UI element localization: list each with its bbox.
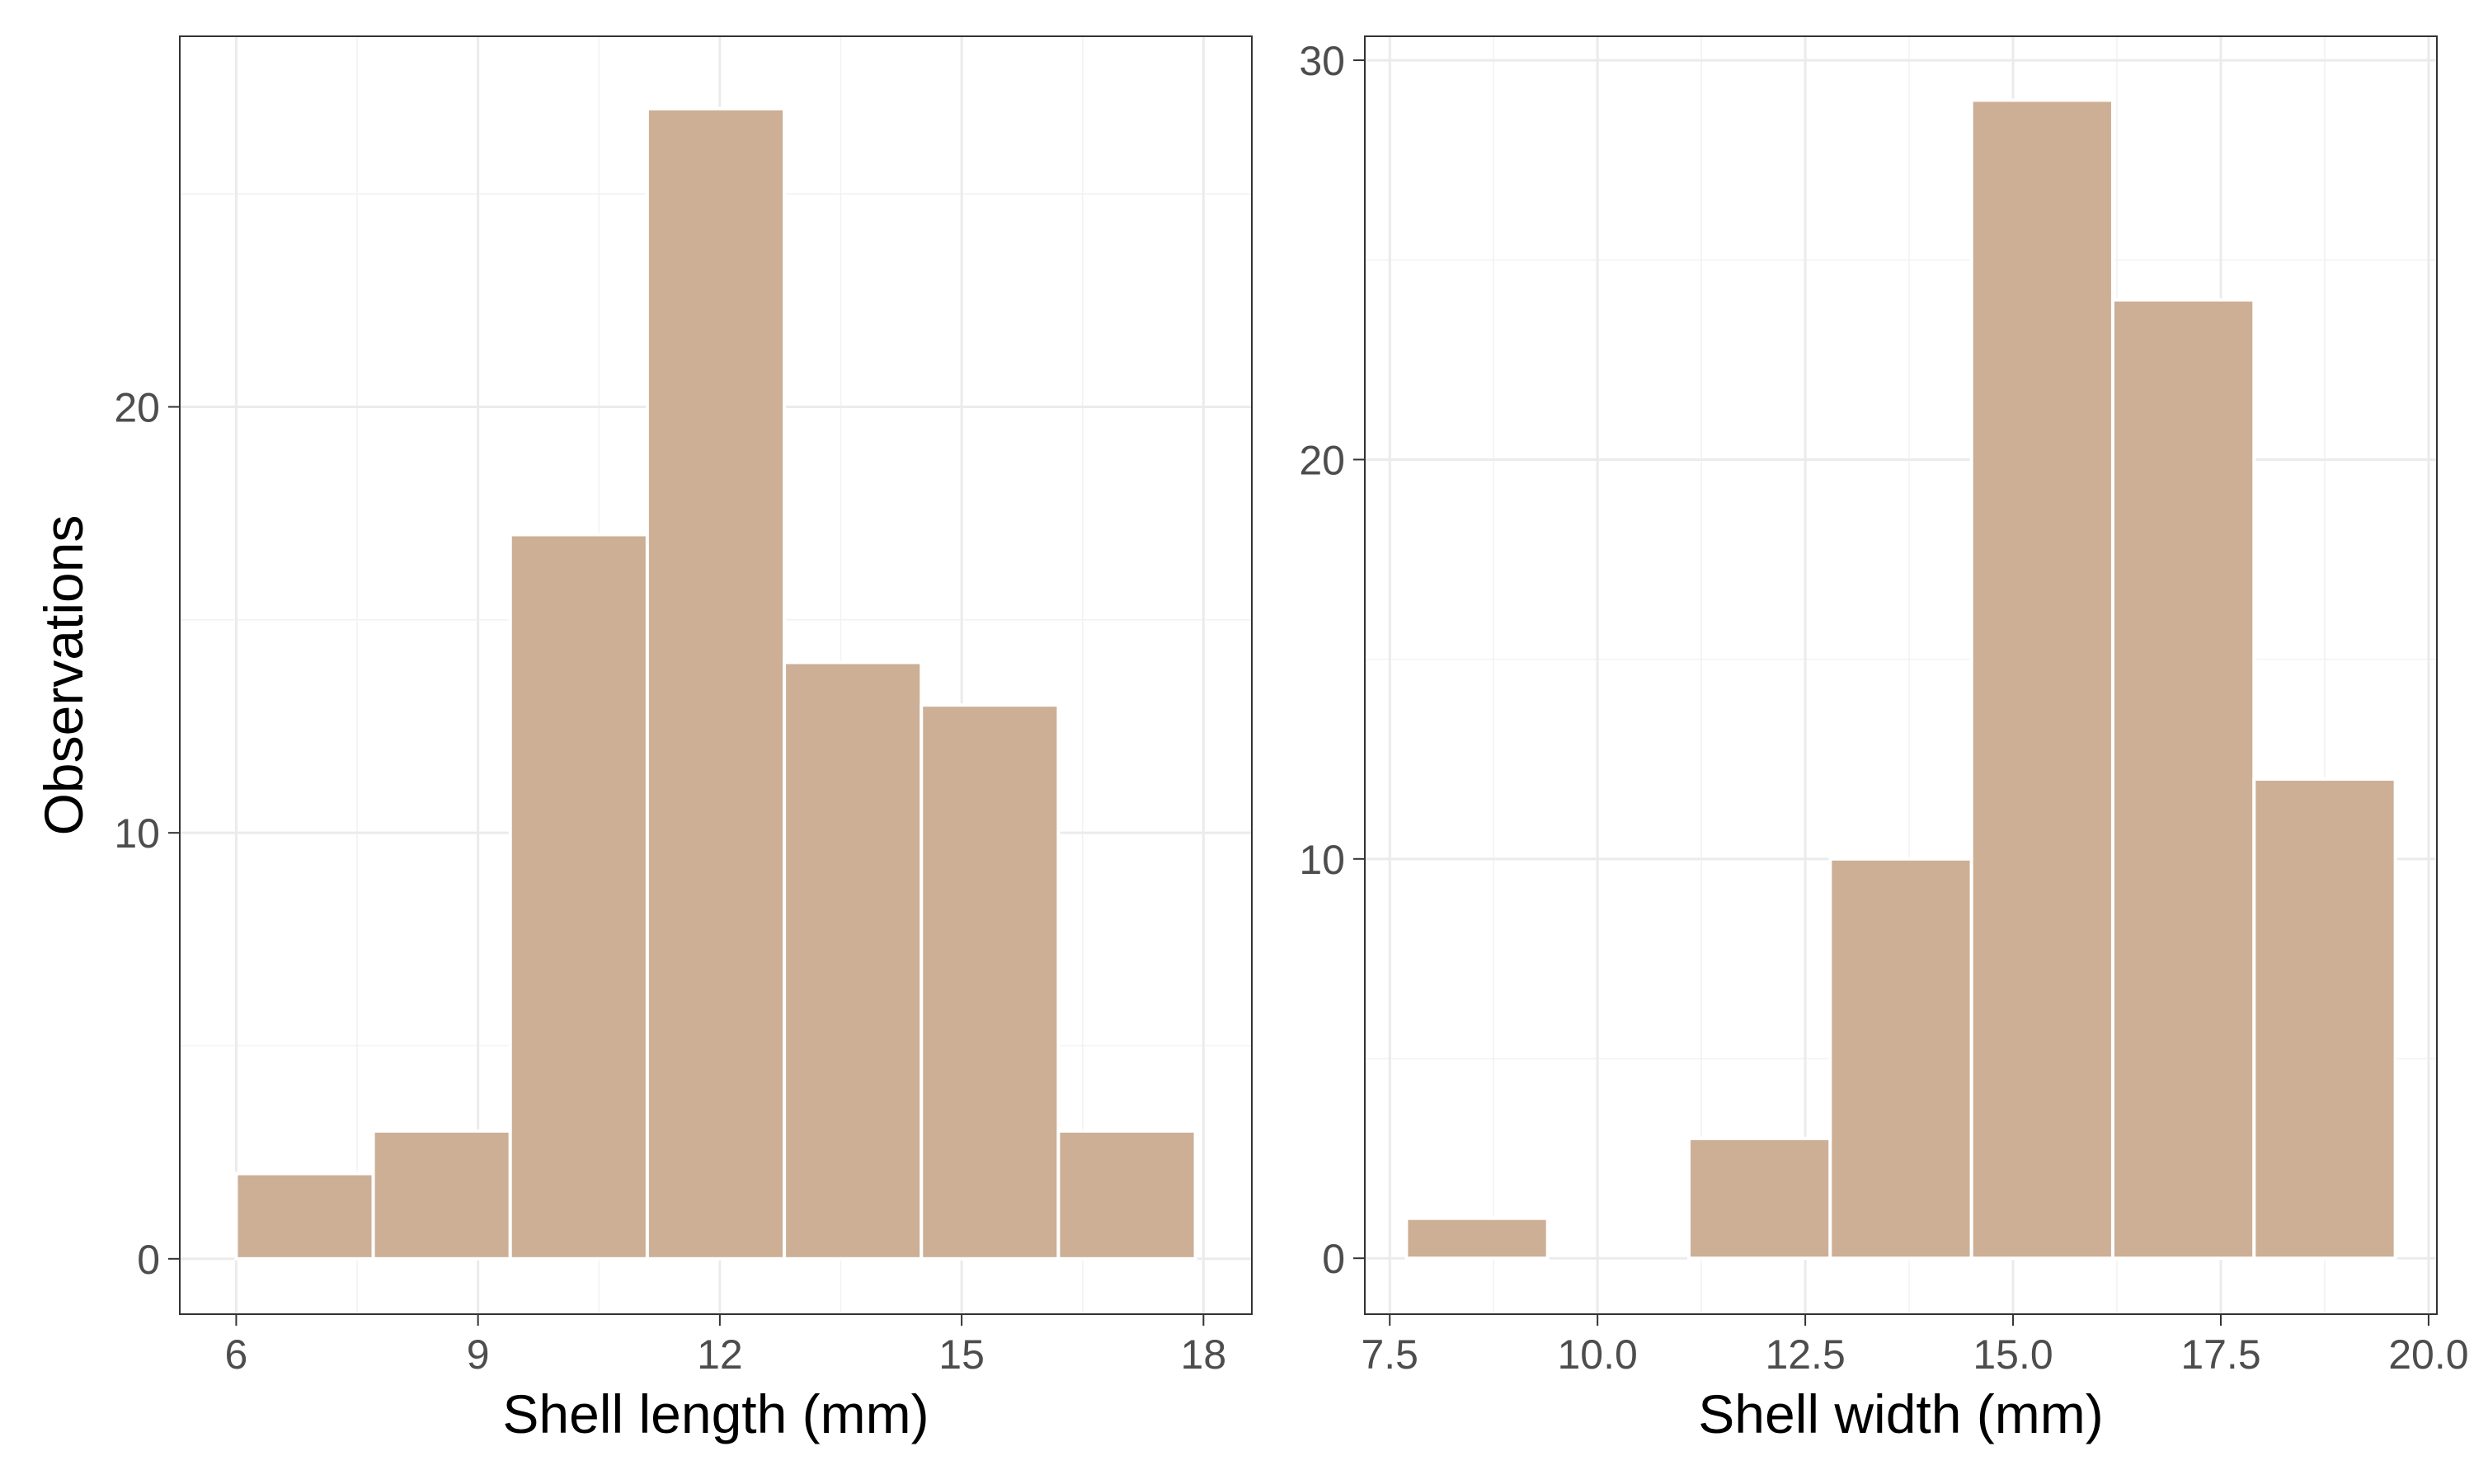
shell-length-x-tick-label: 9 bbox=[467, 1331, 490, 1378]
shell-width-y-tick-label: 10 bbox=[1299, 837, 1345, 883]
shell-length-bar-2 bbox=[371, 1129, 512, 1261]
shell-length-bar-4 bbox=[645, 106, 787, 1261]
shell-width-x-tick-label: 17.5 bbox=[2180, 1331, 2260, 1378]
shell-width-bars bbox=[1404, 98, 2397, 1261]
shell-length-y-tick-label: 10 bbox=[114, 810, 160, 857]
shell-length-ticks: 6 9 12 15 18 0 10 20 bbox=[114, 385, 1226, 1378]
shell-length-bars bbox=[234, 106, 1197, 1261]
shell-width-x-tick-label: 20.0 bbox=[2388, 1331, 2468, 1378]
shell-width-y-tick-label: 20 bbox=[1299, 437, 1345, 483]
shell-width-bar-6 bbox=[2110, 298, 2256, 1261]
shell-length-panel-border bbox=[179, 35, 1253, 1315]
shell-length-bar-3 bbox=[508, 533, 649, 1261]
shell-width-panel-border bbox=[1364, 35, 2438, 1315]
shell-width-bar-1 bbox=[1404, 1216, 1550, 1261]
shell-width-x-tick-label: 12.5 bbox=[1765, 1331, 1845, 1378]
shell-length-bar-5 bbox=[783, 660, 924, 1261]
shell-length-bar-7 bbox=[1056, 1129, 1197, 1261]
shell-length-x-tick-label: 15 bbox=[938, 1331, 985, 1378]
shell-width-panel: 7.5 10.0 12.5 15.0 17.5 20.0 0 10 20 30 Shell wid… bbox=[1299, 35, 2469, 1444]
shell-length-y-tick-label: 0 bbox=[137, 1237, 160, 1283]
shell-length-bar-1 bbox=[234, 1172, 375, 1261]
shell-length-x-tick-label: 6 bbox=[225, 1331, 248, 1378]
shell-width-x-tick-label: 15.0 bbox=[1973, 1331, 2053, 1378]
shell-width-ticks: 7.5 10.0 12.5 15.0 17.5 20.0 0 10 20 30 bbox=[1299, 38, 2468, 1378]
shell-length-x-tick-label: 18 bbox=[1181, 1331, 1227, 1378]
shell-width-x-axis-title: Shell width (mm) bbox=[1698, 1383, 2103, 1444]
shell-width-bar-5 bbox=[1969, 98, 2114, 1261]
shell-width-bar-7 bbox=[2252, 777, 2397, 1261]
shell-width-y-tick-label: 30 bbox=[1299, 38, 1345, 84]
shell-length-x-axis-title: Shell length (mm) bbox=[502, 1383, 929, 1444]
shell-width-y-tick-label: 0 bbox=[1322, 1236, 1345, 1282]
shell-length-y-axis-title: Observations bbox=[33, 515, 94, 836]
shell-length-bar-6 bbox=[920, 703, 1061, 1261]
shell-width-bar-3 bbox=[1687, 1136, 1832, 1261]
shell-length-x-tick-label: 12 bbox=[697, 1331, 743, 1378]
shell-width-x-tick-label: 10.0 bbox=[1558, 1331, 1638, 1378]
shell-length-panel: 6 9 12 15 18 0 10 20 Shell length (mm) Observat… bbox=[33, 35, 1253, 1444]
shell-width-bar-4 bbox=[1828, 857, 1973, 1261]
shell-width-x-tick-label: 7.5 bbox=[1361, 1331, 1418, 1378]
shell-length-y-tick-label: 20 bbox=[114, 385, 160, 431]
